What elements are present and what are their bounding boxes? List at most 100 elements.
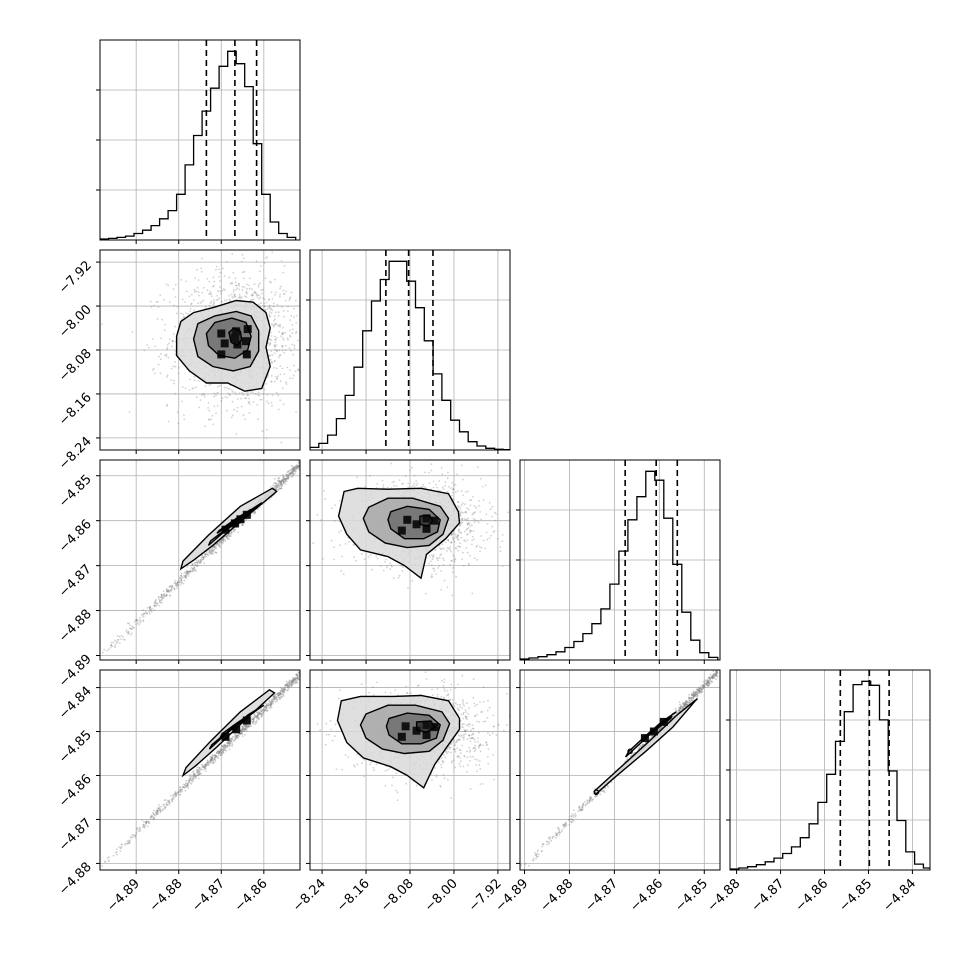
panel-frame (519, 669, 721, 871)
x-tick-label: −4.87 (189, 876, 228, 915)
x-tick-label: −4.86 (793, 876, 832, 915)
x-tick-label: −4.89 (104, 876, 143, 915)
x-tick-label: −4.88 (705, 876, 744, 915)
contour-island (627, 748, 633, 755)
scatter-panel-3-2 (309, 459, 511, 661)
density-core (430, 516, 439, 525)
y-tick-label: −4.85 (56, 728, 95, 767)
contour-line-3 (645, 715, 673, 738)
density-core (401, 722, 410, 731)
contour-line-2 (362, 497, 450, 549)
contour-line-2 (624, 711, 677, 758)
contour-island (593, 789, 600, 796)
contour-line-3 (385, 712, 441, 745)
density-core (221, 732, 230, 741)
density-fill-1 (594, 698, 698, 795)
y-tick-label: −4.86 (56, 517, 95, 556)
density-core (397, 526, 406, 535)
scatter-panel-4-3 (519, 669, 721, 871)
y-tick-label: −4.85 (56, 472, 95, 511)
hist-bars (730, 680, 930, 870)
x-tick-label: −4.85 (837, 876, 876, 915)
x-tick-label: −4.87 (582, 876, 621, 915)
density-core (242, 337, 250, 346)
contour-line-4 (228, 327, 243, 347)
density-core (242, 350, 251, 359)
hist-panel-4 (726, 669, 931, 871)
scatter-points (520, 670, 719, 867)
scatter-points (101, 670, 300, 867)
scatter-panel-4-1 (99, 669, 301, 871)
density-core (217, 350, 226, 359)
hist-bars (100, 50, 297, 240)
density-core (230, 333, 239, 342)
x-tick-label: −4.88 (147, 876, 186, 915)
x-tick-label: −4.86 (627, 876, 666, 915)
contour-line-3 (205, 317, 252, 359)
hist-panel-2 (306, 249, 511, 451)
y-tick-label: −8.24 (56, 434, 95, 473)
x-tick-label: −8.16 (334, 876, 373, 915)
x-axis-4: −4.88 −4.87 −4.86 −4.85 −4.84 (705, 870, 919, 915)
panel-frame (99, 669, 301, 871)
density-core (403, 515, 412, 524)
density-fill-1 (183, 689, 275, 776)
panel-frame (519, 459, 721, 661)
x-tick-label: −4.85 (672, 876, 711, 915)
x-tick-label: −8.24 (290, 876, 329, 915)
scatter-panel-4-2 (309, 669, 511, 871)
contour-line-2 (359, 704, 451, 755)
y-tick-label: −4.87 (56, 816, 95, 855)
y-tick-label: −8.08 (56, 346, 95, 385)
density-core (397, 732, 406, 741)
y-tick-label: −8.16 (56, 390, 95, 429)
x-tick-label: −8.08 (378, 876, 417, 915)
x-tick-label: −4.84 (880, 876, 919, 915)
density-core (220, 339, 229, 348)
contour-line-1 (337, 487, 461, 580)
density-core (422, 731, 431, 740)
density-core (242, 716, 251, 725)
contour-line-2 (207, 502, 263, 546)
density-core (412, 520, 421, 529)
contour-line-1 (336, 694, 461, 789)
density-core (412, 726, 421, 735)
y-tick-label: −4.89 (56, 652, 95, 691)
panel-frame (99, 459, 301, 661)
y-tick-label: −8.00 (56, 302, 95, 341)
contour-line-4 (419, 514, 435, 527)
panel-frame (99, 39, 301, 241)
hist-bars (520, 470, 719, 660)
contour-line-1 (175, 299, 271, 392)
density-core (422, 720, 431, 729)
contour-line-3 (219, 712, 253, 739)
y-tick-label: −7.92 (56, 258, 95, 297)
y-axis-2: −7.92 −8.00 −8.08 −8.16 −8.24 (56, 258, 100, 473)
scatter-panel-2-1 (99, 249, 301, 451)
y-tick-label: −4.84 (56, 684, 95, 723)
y-axis-3: −4.85 −4.86 −4.87 −4.88 −4.89 (56, 472, 310, 691)
contour-line-3 (216, 508, 252, 534)
hist-panel-1 (96, 39, 301, 241)
panel-frame (729, 669, 931, 871)
hist-panel-3 (516, 459, 721, 661)
density-core (232, 327, 241, 336)
contour-line-4 (415, 720, 436, 734)
density-core (422, 514, 431, 523)
density-core (422, 524, 431, 533)
y-tick-label: −4.88 (56, 607, 95, 646)
contour-line-1 (181, 688, 276, 778)
density-core (217, 329, 226, 338)
y-tick-label: −4.87 (56, 562, 95, 601)
x-tick-label: −4.87 (749, 876, 788, 915)
hist-bars (310, 260, 510, 450)
y-tick-label: −4.88 (56, 860, 95, 899)
contour-line-2 (192, 310, 260, 372)
scatter-panel-3-1 (99, 459, 301, 661)
x-tick-label: −4.86 (232, 876, 271, 915)
density-core (640, 734, 649, 743)
contour-line-3 (387, 505, 441, 540)
contour-line-1 (179, 487, 278, 571)
x-tick-label: −4.88 (537, 876, 576, 915)
